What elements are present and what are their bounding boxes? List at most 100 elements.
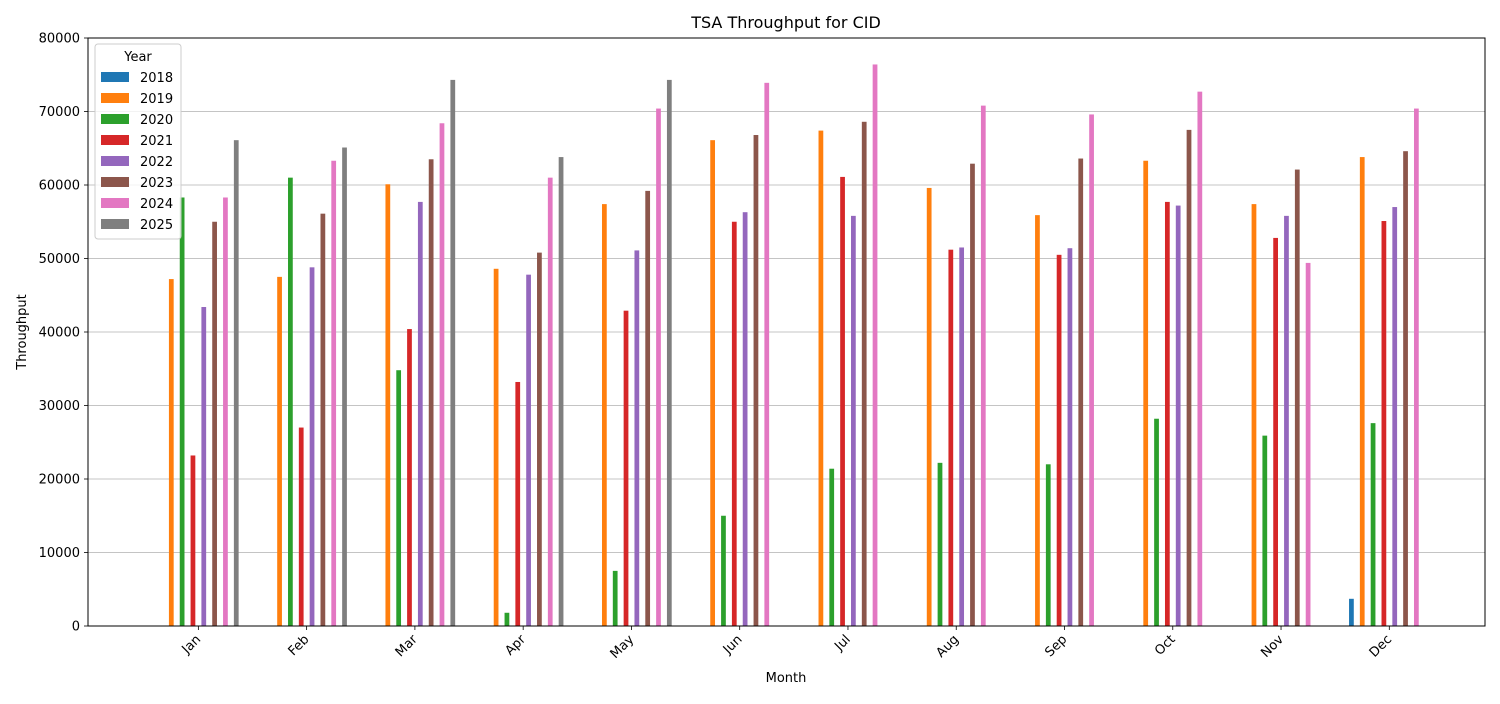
legend: Year 2018 2019 2020 2021 2022 2023 2024 2025 [94,43,182,240]
bar-2025-jan [233,140,239,627]
bar-2022-may [634,250,640,627]
x-tick-label: Jul [831,632,853,654]
bar-2022-apr [526,274,531,626]
x-tick-label: Dec [1367,632,1395,660]
legend-swatch-2020 [101,114,129,124]
bar-2019-jan [168,279,174,626]
bar-2019-apr [493,268,499,626]
bar-2024-apr [547,177,553,626]
bar-2021-apr [515,381,521,626]
bar-2025-may [666,79,672,626]
bar-2024-jul [872,64,878,626]
bar-2023-nov [1294,169,1300,626]
bar-2020-feb [288,177,293,626]
bar-2022-jun [742,212,748,626]
bar-2020-jan [179,197,185,626]
bar-2023-mar [428,159,434,626]
legend-swatch-2018 [101,72,129,82]
x-tick-label: Feb [286,632,313,659]
bar-2023-sep [1078,158,1084,627]
legend-box [94,43,182,240]
bar-2023-dec [1403,151,1408,626]
bar-2022-nov [1284,215,1289,626]
bar-2019-may [601,204,607,627]
bar-2024-jun [764,82,770,626]
bar-2018-dec [1349,598,1354,626]
x-tick-label: May [608,632,638,662]
bar-2019-dec [1359,157,1365,626]
bar-2019-nov [1251,204,1257,627]
legend-swatch-2024 [101,198,129,208]
legend-label-2024: 2024 [140,197,173,212]
bar-2021-nov [1273,237,1278,627]
x-tick-label: Apr [502,632,529,659]
bar-2021-jan [190,455,196,626]
bar-2021-sep [1056,254,1062,626]
bar-2022-jul [851,215,856,626]
legend-swatch-2019 [101,93,129,103]
bar-2025-apr [558,157,564,626]
bar-2022-sep [1067,248,1073,626]
bar-2025-mar [450,79,456,626]
bar-2021-aug [948,249,954,626]
bar-2022-oct [1175,205,1181,626]
bar-2020-mar [396,370,402,626]
y-tick-label: 60000 [39,179,80,194]
bar-2024-jan [223,197,228,626]
bar-2019-sep [1035,215,1040,626]
bar-2024-feb [331,160,337,626]
y-tick-label: 70000 [39,105,80,120]
bar-2022-mar [417,201,423,626]
legend-swatch-2025 [101,219,129,229]
legend-label-2019: 2019 [140,92,173,107]
x-tick-label: Mar [393,632,421,660]
x-tick-label: Jun [720,632,746,658]
y-axis-label: Throughput [15,294,30,371]
bar-2021-mar [407,329,412,626]
bar-2024-dec [1413,108,1419,626]
bar-2023-jul [861,121,867,626]
legend-label-2023: 2023 [140,176,173,191]
bar-2024-nov [1305,262,1311,626]
bar-2023-jun [753,135,759,626]
x-tick-label: Nov [1258,632,1287,661]
legend-label-2018: 2018 [140,71,173,86]
bar-2022-jan [201,307,207,626]
bar-2020-oct [1154,418,1159,626]
bar-2019-mar [385,184,391,626]
legend-swatch-2021 [101,135,129,145]
bar-2020-jun [721,515,726,626]
y-tick-label: 10000 [39,546,80,561]
bar-2024-mar [439,123,445,626]
bar-2020-dec [1370,423,1376,626]
axes: 0 10000 20000 30000 40000 50000 60000 70000 8000… [39,32,1486,662]
bar-2020-apr [504,612,510,626]
legend-label-2025: 2025 [140,218,173,233]
bar-2022-aug [959,247,965,626]
bar-2021-dec [1381,221,1387,626]
x-tick-label: Sep [1042,632,1070,660]
y-tick-label: 50000 [39,252,80,267]
bar-2023-apr [537,252,542,626]
bar-2023-may [645,190,651,626]
bar-2024-may [656,108,661,626]
legend-label-2022: 2022 [140,155,173,170]
bar-2025-feb [342,147,347,626]
y-tick-label: 20000 [39,473,80,488]
bar-2019-feb [277,276,282,626]
bar-2022-feb [309,267,315,626]
legend-label-2021: 2021 [140,134,173,149]
bar-2021-may [623,310,629,626]
y-tick-label: 0 [72,620,80,635]
bar-2024-oct [1197,91,1203,626]
x-tick-label: Jan [179,632,204,657]
bar-2020-aug [937,462,943,626]
y-tick-label: 80000 [39,32,80,47]
y-tick-label: 30000 [39,399,80,414]
bars [168,64,1419,627]
bar-2021-jun [731,221,737,626]
bar-2019-aug [926,187,932,626]
legend-swatch-2022 [101,156,129,166]
bar-2023-oct [1186,129,1192,626]
